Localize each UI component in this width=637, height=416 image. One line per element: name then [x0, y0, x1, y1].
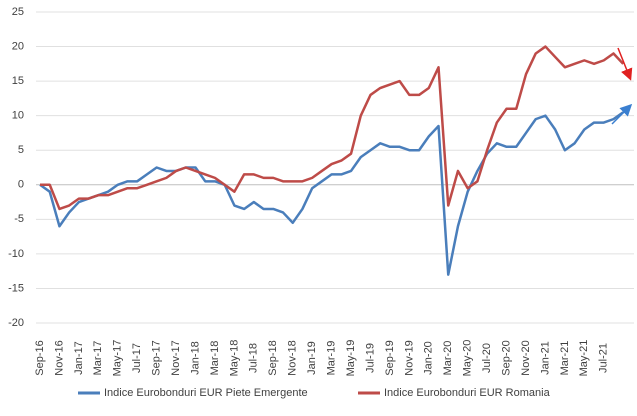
x-tick-label: Jan-19 — [306, 341, 318, 375]
x-tick-label: Jul-17 — [131, 343, 143, 373]
x-tick-label: Mar-17 — [92, 341, 104, 376]
arrow-up — [611, 103, 633, 125]
x-tick-label: Jan-18 — [189, 341, 201, 375]
x-tick-label: May-19 — [345, 340, 357, 377]
y-tick-label: 25 — [12, 6, 24, 18]
x-tick-label: Nov-17 — [170, 340, 182, 375]
x-tick-label: Sep-19 — [384, 340, 396, 375]
y-tick-label: 20 — [12, 40, 24, 52]
y-tick-label: 10 — [12, 110, 24, 122]
x-tick-label: May-17 — [112, 340, 124, 377]
x-tick-label: Sep-17 — [151, 340, 163, 375]
x-tick-label: May-21 — [578, 340, 590, 377]
series-line — [39, 111, 624, 276]
x-tick-label: Jul-20 — [481, 343, 493, 373]
lines — [39, 45, 625, 276]
x-tick-label: Mar-18 — [209, 341, 221, 376]
grid — [36, 11, 634, 324]
x-tick-label: Nov-20 — [520, 340, 532, 375]
x-tick-label: Nov-16 — [53, 340, 65, 375]
x-tick-label: Mar-19 — [326, 341, 338, 376]
x-tick-label: May-18 — [228, 340, 240, 377]
arrow-down — [617, 47, 633, 81]
x-tick-label: Sep-16 — [34, 340, 46, 375]
y-tick-label: -15 — [8, 282, 24, 294]
x-tick-label: Nov-19 — [403, 340, 415, 375]
x-tick-label: Mar-20 — [442, 341, 454, 376]
x-tick-label: Mar-21 — [559, 341, 571, 376]
y-tick-label: -20 — [8, 317, 24, 329]
x-tick-label: Jul-18 — [248, 343, 260, 373]
x-tick-label: Nov-18 — [287, 340, 299, 375]
legend-label: Indice Eurobonduri EUR Romania — [384, 387, 551, 399]
series-line — [40, 45, 625, 211]
x-tick-label: Jul-21 — [598, 343, 610, 373]
x-tick-label: Jan-21 — [539, 341, 551, 375]
y-tick-label: 15 — [12, 75, 24, 87]
legend-label: Indice Eurobonduri EUR Piete Emergente — [104, 387, 308, 399]
x-tick-label: Sep-20 — [500, 340, 512, 375]
x-tick-label: Jul-19 — [364, 343, 376, 373]
y-tick-label: 0 — [18, 179, 24, 191]
x-tick-label: Sep-18 — [267, 340, 279, 375]
y-tick-label: 5 — [18, 144, 24, 156]
x-tick-label: May-20 — [462, 340, 474, 377]
y-tick-label: -5 — [14, 213, 24, 225]
x-tick-label: Jan-20 — [423, 341, 435, 375]
x-tick-label: Jan-17 — [73, 341, 85, 375]
y-tick-label: -10 — [8, 248, 24, 260]
